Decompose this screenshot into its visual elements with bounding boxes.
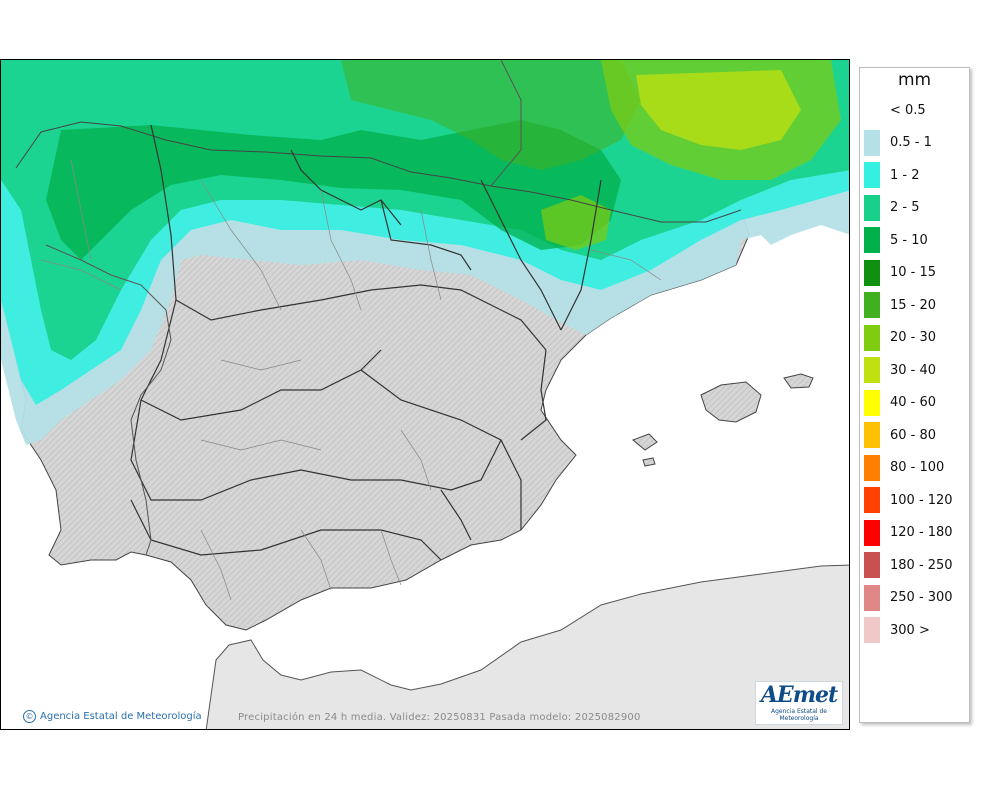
legend-swatch — [864, 487, 880, 513]
agency-credit: © Agencia Estatal de Meteorología — [23, 710, 202, 723]
legend-swatch — [864, 552, 880, 578]
legend-swatch — [864, 617, 880, 643]
legend-label: 0.5 - 1 — [890, 135, 932, 150]
legend-swatch — [864, 259, 880, 286]
legend-label: 30 - 40 — [890, 362, 937, 378]
legend-label: 180 - 250 — [890, 557, 953, 573]
aemet-logo-word: AEmet — [760, 682, 838, 708]
legend-item: 20 - 30 — [864, 324, 937, 351]
legend-item: 60 - 80 — [864, 422, 936, 448]
legend-item: 100 - 120 — [864, 487, 953, 513]
legend-swatch — [864, 357, 880, 383]
regional-borders — [130, 124, 602, 561]
legend-item: 0.5 - 1 — [864, 129, 932, 156]
africa-landmass — [205, 564, 849, 729]
agency-credit-text: Agencia Estatal de Meteorología — [40, 711, 202, 722]
legend-swatch — [864, 227, 880, 253]
legend-unit: mm — [897, 70, 932, 90]
precip-band-30-40 — [636, 70, 801, 150]
legend-item: 250 - 300 — [864, 584, 953, 611]
ibiza-island — [632, 433, 658, 451]
legend-item: 80 - 100 — [864, 454, 945, 481]
legend-label: 60 - 80 — [890, 427, 937, 443]
formentera-island — [642, 457, 656, 467]
legend-label: 80 - 100 — [890, 460, 945, 475]
aemet-logo-subtitle: Agencia Estatal de Meteorología — [770, 708, 827, 722]
legend-swatch — [864, 324, 880, 351]
legend-item: 2 - 5 — [864, 194, 920, 221]
map-canvas — [1, 60, 849, 729]
legend-label: < 0.5 — [890, 102, 926, 118]
precip-band-15-20 — [341, 60, 641, 170]
province-borders — [40, 159, 662, 601]
mallorca-island — [700, 381, 762, 423]
legend-item: 15 - 20 — [864, 292, 936, 318]
legend-item: 10 - 15 — [864, 259, 937, 286]
aemet-logo: AEmet Agencia Estatal de Meteorología — [755, 681, 843, 725]
legend-swatch — [864, 519, 880, 546]
legend-swatch — [864, 129, 880, 156]
legend-swatch — [864, 97, 880, 123]
legend-label: 2 - 5 — [890, 200, 920, 215]
legend-swatch — [864, 389, 880, 416]
legend-swatch — [864, 422, 880, 448]
legend-item: 1 - 2 — [864, 162, 920, 188]
legend-label: 20 - 30 — [890, 330, 937, 345]
legend-label: 1 - 2 — [890, 167, 920, 183]
legend-label: 15 - 20 — [890, 297, 937, 313]
legend-label: 120 - 180 — [890, 525, 953, 540]
legend-swatch — [864, 454, 880, 481]
legend-label: 250 - 300 — [890, 590, 953, 605]
legend-item: 180 - 250 — [864, 552, 953, 578]
legend-item: 5 - 10 — [864, 227, 928, 253]
legend-item: 120 - 180 — [864, 519, 953, 546]
legend-swatch — [864, 292, 880, 318]
legend-label: 300 > — [890, 622, 930, 638]
north-coastline — [15, 121, 742, 223]
france-border — [490, 60, 522, 187]
legend-label: 10 - 15 — [890, 265, 937, 280]
precipitation-legend: mm < 0.5 0.5 - 1 1 - 2 2 - 5 5 - 10 10 - 15 15… — [859, 67, 970, 723]
precip-band-5-10 — [46, 120, 621, 260]
menorca-island — [783, 373, 814, 389]
portugal-border — [45, 244, 172, 556]
copyright-icon: © — [23, 710, 36, 723]
legend-swatch — [864, 162, 880, 188]
legend-label: 5 - 10 — [890, 232, 928, 248]
legend-item: < 0.5 — [864, 97, 926, 123]
legend-label: 100 - 120 — [890, 492, 953, 508]
legend-item: 300 > — [864, 617, 930, 643]
precipitation-map: © Agencia Estatal de Meteorología Precip… — [0, 59, 850, 730]
legend-swatch — [864, 584, 880, 611]
legend-label: 40 - 60 — [890, 395, 937, 410]
legend-item: 30 - 40 — [864, 357, 936, 383]
map-caption: Precipitación en 24 h media. Validez: 20… — [238, 712, 641, 723]
legend-item: 40 - 60 — [864, 389, 937, 416]
legend-swatch — [864, 194, 880, 221]
precip-core-pyrenees — [541, 195, 611, 250]
